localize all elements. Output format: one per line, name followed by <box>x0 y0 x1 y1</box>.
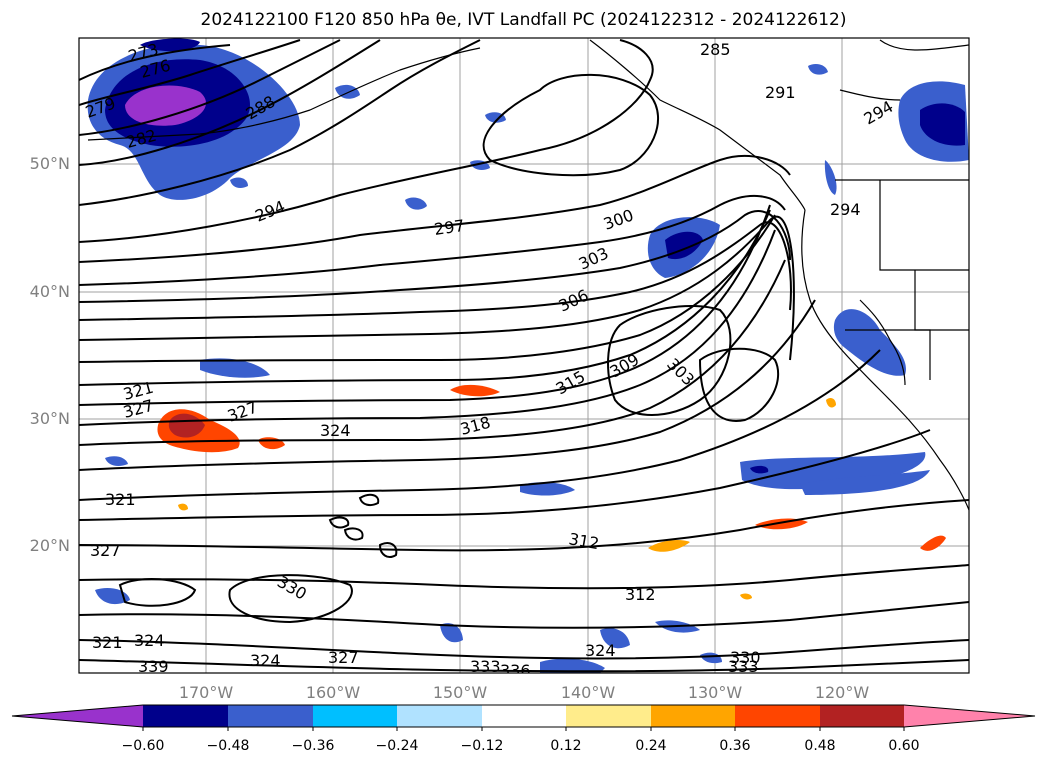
lat-label-50n: 50°N <box>29 154 70 173</box>
colorbar-segment-3 <box>313 705 397 727</box>
lat-label-30n: 30°N <box>29 409 70 428</box>
contour-label-324c: 324 <box>250 651 281 670</box>
colorbar-segment-5 <box>482 705 566 727</box>
colorbar-segment-9 <box>820 705 904 727</box>
contour-label-333b: 333 <box>728 657 759 676</box>
colorbar-segment-7 <box>651 705 735 727</box>
colorbar-segment-2 <box>228 705 313 727</box>
contour-label-294c: 294 <box>830 200 861 219</box>
lon-label-150w: 150°W <box>432 683 488 702</box>
map-frame <box>78 37 970 674</box>
colorbar <box>11 704 1036 731</box>
contour-label-297: 297 <box>433 216 466 239</box>
contour-label-group: 273 276 279 282 285 288 291 294 294 294 … <box>83 40 897 680</box>
contour-label-285: 285 <box>700 40 731 59</box>
colorbar-tick-label: 0.48 <box>804 738 836 754</box>
lat-label-40n: 40°N <box>29 282 70 301</box>
colorbar-tick-label: −0.60 <box>121 738 165 754</box>
ivt-negative-fill <box>87 38 969 673</box>
colorbar-segment-1 <box>143 705 228 727</box>
lon-label-140w: 140°W <box>560 683 616 702</box>
colorbar-tick-label: −0.12 <box>460 738 504 754</box>
colorbar-tick-label: 0.12 <box>550 738 582 754</box>
contour-label-336: 336 <box>500 661 531 680</box>
contour-label-291: 291 <box>765 83 796 102</box>
contour-label-324d: 324 <box>134 631 165 650</box>
contour-label-339: 339 <box>138 657 169 676</box>
colorbar-tick-label: −0.24 <box>375 738 419 754</box>
coastlines <box>87 39 969 511</box>
map-title: 2024122100 F120 850 hPa θe, IVT Landfall… <box>200 10 847 30</box>
contour-label-330b: 330 <box>730 648 761 667</box>
lat-label-20n: 20°N <box>29 536 70 555</box>
contour-label-327c: 327 <box>90 541 121 560</box>
contour-label-324: 324 <box>320 421 351 440</box>
colorbar-tick-label: 0.36 <box>719 738 751 754</box>
theta-e-contours <box>79 39 969 673</box>
colorbar-extend-low <box>12 705 143 727</box>
colorbar-tick-label: 0.60 <box>888 738 920 754</box>
colorbar-segment-6 <box>566 705 651 727</box>
lon-label-160w: 160°W <box>305 683 361 702</box>
lon-label-170w: 170°W <box>178 683 234 702</box>
colorbar-segment-4 <box>397 705 482 727</box>
colorbar-extend-high <box>904 705 1035 727</box>
colorbar-tick-label: −0.36 <box>291 738 335 754</box>
contour-label-327d: 327 <box>328 648 359 667</box>
lon-label-130w: 130°W <box>687 683 743 702</box>
contour-label-312b: 312 <box>625 585 656 604</box>
colorbar-segment-8 <box>735 705 820 727</box>
contour-label-333: 333 <box>470 657 501 676</box>
colorbar-tick-label: 0.24 <box>635 738 667 754</box>
lon-label-120w: 120°W <box>814 683 870 702</box>
contour-label-321c: 321 <box>92 633 123 652</box>
gridlines <box>79 38 969 673</box>
colorbar-tick-label: −0.48 <box>206 738 250 754</box>
contour-label-324b: 324 <box>585 641 616 660</box>
contour-label-321b: 321 <box>105 490 136 509</box>
